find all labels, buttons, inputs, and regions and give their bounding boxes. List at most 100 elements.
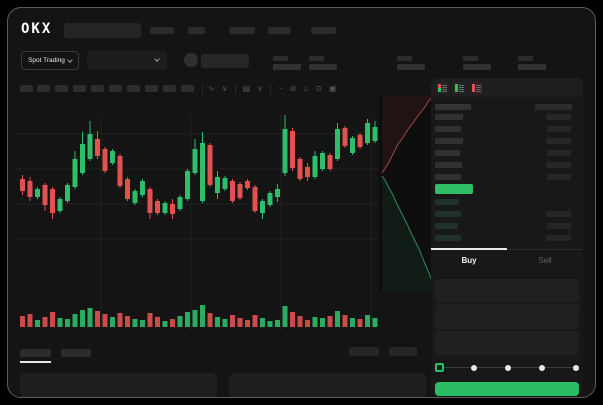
footer-tab-active[interactable]	[20, 349, 51, 357]
indicator-icon[interactable]: ▤	[242, 84, 251, 93]
ask-price-4[interactable]	[435, 162, 462, 168]
volume-bar	[185, 312, 190, 327]
icon-line	[442, 88, 447, 90]
volume-bar	[282, 306, 288, 327]
footer-tab[interactable]	[61, 349, 91, 357]
volume-bar	[80, 310, 85, 327]
timeframe-button-7[interactable]	[145, 85, 158, 92]
wave-icon[interactable]: ∿	[208, 84, 215, 93]
orderbook-combined-icon[interactable]	[436, 82, 449, 94]
candle-body	[185, 171, 190, 199]
nav-item-3[interactable]	[268, 27, 291, 34]
total-field[interactable]	[435, 331, 579, 355]
toolbar-divider	[269, 84, 271, 94]
candle-body	[267, 193, 273, 205]
tab-sell[interactable]: Sell	[507, 250, 583, 271]
ask-price-1[interactable]	[435, 126, 461, 132]
nav-item-0[interactable]	[150, 27, 174, 34]
icon-line	[442, 84, 447, 86]
bid-amount-2	[547, 223, 571, 229]
amount-field[interactable]	[435, 304, 579, 329]
amount-percent-slider[interactable]	[435, 362, 581, 374]
depth-chart[interactable]	[379, 96, 433, 291]
ask-price-2[interactable]	[435, 138, 463, 144]
icon-line	[476, 84, 481, 86]
icon-dot	[455, 88, 458, 90]
icon-dot	[438, 88, 441, 90]
pair-selector-dropdown[interactable]	[87, 51, 167, 70]
icon-row	[455, 86, 464, 88]
chevron-down-icon[interactable]: ∨	[257, 84, 263, 93]
icon-row	[472, 90, 481, 92]
timeframe-button-6[interactable]	[127, 85, 140, 92]
chart-scale-toggle[interactable]	[349, 347, 379, 356]
ask-price-5[interactable]	[435, 174, 461, 180]
icon-dot	[455, 90, 458, 92]
camera-icon[interactable]: ⌂	[303, 84, 309, 93]
slider-handle[interactable]	[435, 363, 444, 372]
candlestick-chart[interactable]	[15, 101, 386, 331]
volume-bar	[177, 316, 183, 327]
orderbook-bids-icon[interactable]	[453, 82, 466, 94]
volume-bar	[65, 319, 70, 327]
candle-body	[305, 167, 310, 177]
icon-row	[438, 86, 447, 88]
tab-buy[interactable]: Buy	[431, 248, 507, 271]
timeframe-button-5[interactable]	[109, 85, 122, 92]
volume-bar	[155, 317, 160, 327]
stat-label-placeholder	[518, 56, 533, 61]
candle-body	[282, 129, 288, 173]
timeframe-button-4[interactable]	[91, 85, 104, 92]
tab-sell-label: Sell	[538, 256, 552, 265]
candle-body	[290, 131, 295, 168]
stat-value-placeholder	[309, 64, 337, 70]
slider-stop-100[interactable]	[573, 365, 579, 371]
icon-row	[472, 86, 481, 88]
timeframe-button-1[interactable]	[37, 85, 50, 92]
bid-price-3[interactable]	[435, 235, 461, 241]
icon-row	[438, 84, 447, 86]
volume-bar	[42, 317, 48, 327]
timeframe-button-8[interactable]	[163, 85, 176, 92]
candle-body	[162, 203, 168, 213]
timeframe-button-0[interactable]	[20, 85, 33, 92]
timeframe-button-3[interactable]	[73, 85, 86, 92]
candle-body	[147, 189, 153, 213]
market-mode-dropdown[interactable]: Spot Trading	[21, 51, 79, 70]
volume-bar	[350, 318, 355, 327]
depth-bids-area	[382, 176, 431, 291]
buy-button[interactable]	[435, 382, 579, 396]
timeframe-button-9[interactable]	[181, 85, 194, 92]
bid-amount-3	[546, 235, 571, 241]
chart-scale-toggle-2[interactable]	[389, 347, 417, 356]
candle-body	[140, 181, 145, 195]
app-window: OKX Spot Trading ∿ ∨ ▤ ∨ ~ ⊘ ⌂ ⊙ ▣	[7, 7, 596, 398]
nav-item-4[interactable]	[311, 27, 336, 34]
price-field[interactable]	[435, 279, 579, 302]
candle-body	[132, 191, 138, 203]
line-tool-icon[interactable]: ~	[277, 84, 283, 93]
bid-price-0[interactable]	[435, 199, 459, 205]
nav-item-1[interactable]	[188, 27, 205, 34]
eraser-icon[interactable]: ⊘	[289, 84, 297, 93]
candle-body	[177, 197, 183, 209]
okx-logo: OKX	[21, 21, 53, 37]
chevron-down-icon[interactable]: ∨	[221, 84, 228, 93]
settings-icon[interactable]: ⊙	[315, 84, 322, 93]
slider-stop-50[interactable]	[505, 365, 511, 371]
ask-price-0[interactable]	[435, 114, 463, 120]
fullscreen-icon[interactable]: ▣	[328, 84, 337, 93]
ask-price-3[interactable]	[435, 150, 460, 156]
volume-bar	[102, 314, 108, 327]
slider-stop-25[interactable]	[471, 365, 477, 371]
bid-price-1[interactable]	[435, 211, 461, 217]
slider-stop-75[interactable]	[539, 365, 545, 371]
bid-price-2[interactable]	[435, 223, 458, 229]
candle-body	[350, 138, 355, 153]
last-price-bar[interactable]	[435, 184, 473, 194]
timeframe-button-2[interactable]	[55, 85, 68, 92]
orderbook-asks-icon[interactable]	[470, 82, 483, 94]
icon-line	[442, 90, 447, 92]
search-input[interactable]	[64, 23, 141, 38]
nav-item-2[interactable]	[229, 27, 255, 34]
